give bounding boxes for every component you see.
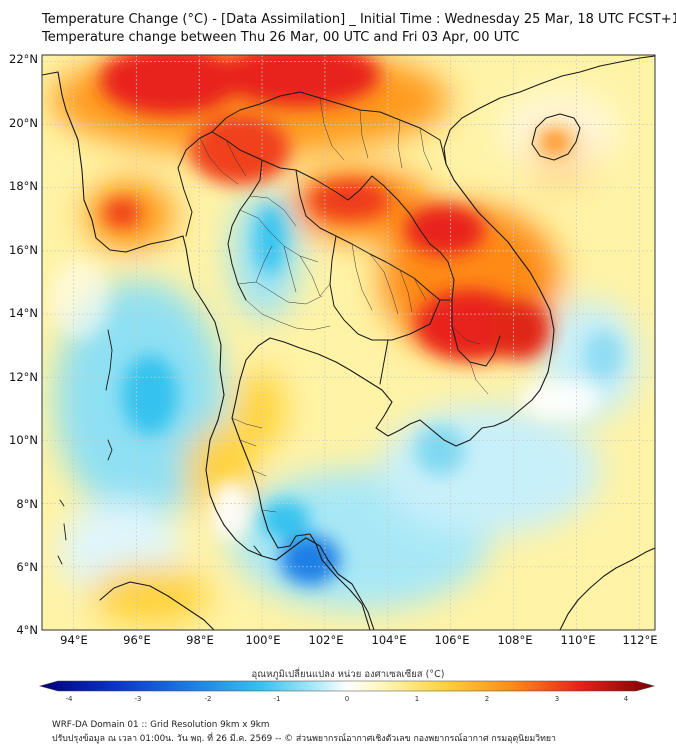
- lon-label: 98°E: [186, 633, 214, 647]
- colorbar-tick: 4: [624, 695, 629, 703]
- lat-label: 20°N: [9, 116, 38, 130]
- lon-label: 104°E: [372, 633, 407, 647]
- map-title: Temperature Change (°C) - [Data Assimila…: [42, 12, 676, 27]
- colorbar-tick: -3: [135, 695, 142, 703]
- map-frame: [41, 54, 656, 631]
- lon-label: 102°E: [309, 633, 344, 647]
- colorbar-tick: 1: [415, 695, 419, 703]
- temperature-field: [42, 55, 655, 630]
- footer-model-info: WRF-DA Domain 01 :: Grid Resolution 9km …: [52, 720, 270, 730]
- colorbar-tick: 0: [345, 695, 349, 703]
- coastline: [99, 581, 215, 630]
- lon-label: 106°E: [435, 633, 470, 647]
- lat-label: 4°N: [16, 623, 38, 637]
- lat-label: 16°N: [9, 243, 38, 257]
- map-subtitle: Temperature change between Thu 26 Mar, 0…: [42, 30, 520, 45]
- lon-label: 96°E: [123, 633, 151, 647]
- lat-label: 8°N: [16, 497, 38, 511]
- lat-label: 12°N: [9, 370, 38, 384]
- lon-label: 100°E: [246, 633, 281, 647]
- coastline: [531, 113, 581, 161]
- colorbar-tick: -2: [205, 695, 212, 703]
- coastline: [42, 71, 375, 630]
- colorbar-tick: 3: [555, 695, 559, 703]
- lon-label: 94°E: [60, 633, 88, 647]
- colorbar: [38, 680, 656, 692]
- lon-label: 110°E: [561, 633, 596, 647]
- coastline: [231, 55, 655, 630]
- coastline: [559, 547, 655, 630]
- lon-label: 108°E: [498, 633, 533, 647]
- lon-label: 112°E: [623, 633, 658, 647]
- colorbar-tick: 2: [485, 695, 489, 703]
- colorbar-title: อุณหภูมิเปลี่ยนแปลง หน่วย องศาเซลเซียส (…: [252, 667, 445, 680]
- lat-label: 6°N: [16, 560, 38, 574]
- lat-label: 18°N: [9, 179, 38, 193]
- colorbar-ticks: -4 -3 -2 -1 0 1 2 3 4: [66, 695, 629, 703]
- province-border: [199, 97, 489, 513]
- colorbar-tick: -1: [274, 695, 281, 703]
- coastline: [57, 329, 113, 565]
- colorbar-tick: -4: [66, 695, 74, 703]
- lat-label: 14°N: [9, 306, 38, 320]
- longitude-axis: 94°E 96°E 98°E 100°E 102°E 104°E 106°E 1…: [60, 633, 657, 647]
- lat-label: 10°N: [9, 433, 38, 447]
- footer-credit: ปรับปรุงข้อมูล ณ เวลา 01:00น. วัน พฤ. ที…: [52, 734, 556, 744]
- lat-label: 22°N: [9, 52, 38, 66]
- latitude-axis: 22°N 20°N 18°N 16°N 14°N 12°N 10°N 8°N 6…: [9, 52, 38, 637]
